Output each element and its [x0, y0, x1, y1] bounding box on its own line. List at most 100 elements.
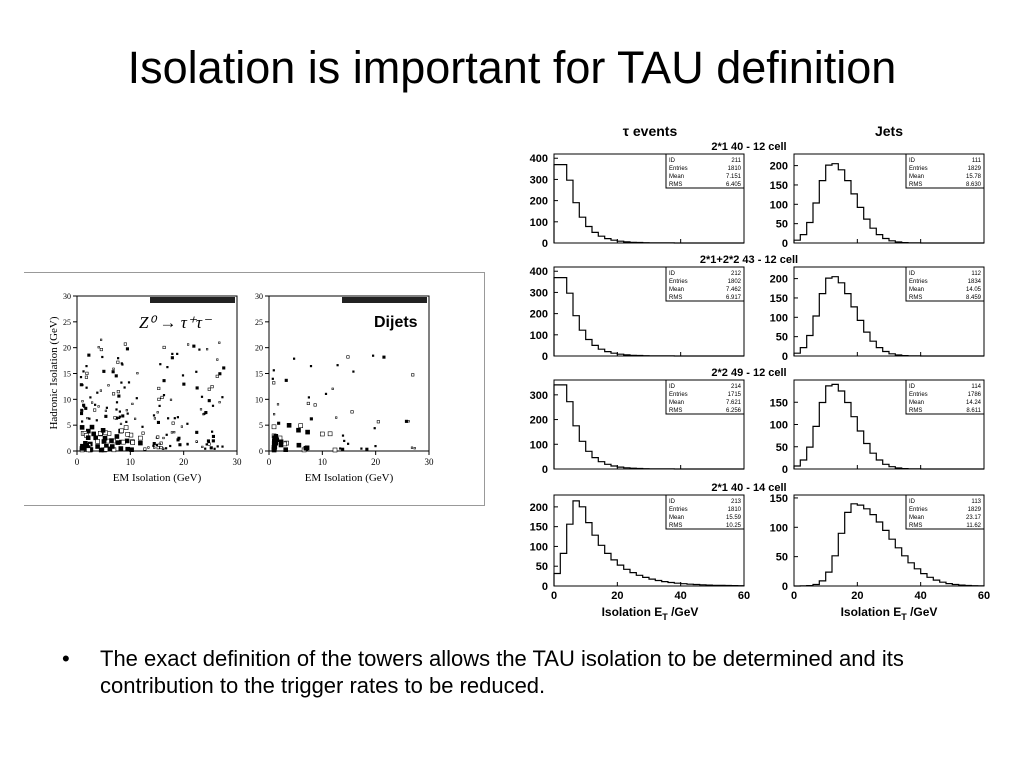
scatter-point [199, 408, 203, 411]
scatter-point [135, 397, 138, 400]
scatter-ytick-label: 15 [63, 370, 71, 379]
scatter-point [373, 427, 376, 430]
scatter-point [114, 434, 120, 439]
scatter-point [85, 386, 88, 389]
scatter-point [87, 353, 91, 357]
hist-stats-value: 111 [972, 158, 982, 164]
hist-row-title: 2*1+2*2 43 - 12 cell [700, 254, 798, 266]
hist-step-line [553, 277, 744, 357]
hist-stats-value: 8.630 [966, 182, 982, 188]
scatter-point [89, 396, 92, 399]
hist-xtick-label: 20 [851, 590, 863, 602]
scatter-point [96, 391, 99, 394]
scatter-point [343, 439, 346, 443]
hist-xlabel-tau: Isolation ET /GeV [602, 605, 699, 622]
histogram-jets: 0 50 100 150 ID 114 Entries 1786 Mean 14.24 RMS 8.6… [770, 379, 985, 476]
hist-stats-key: Mean [669, 174, 684, 180]
hist-stats-value: 7.621 [726, 400, 742, 406]
scatter-point [126, 412, 129, 415]
scatter-point [152, 442, 156, 446]
scatter-point [204, 447, 207, 450]
col-title-jets: Jets [875, 123, 903, 139]
hist-stats-value: 6.405 [726, 182, 742, 188]
scatter-point [171, 352, 174, 355]
scatter-points-ztautau [79, 338, 226, 453]
scatter-point [159, 446, 163, 450]
hist-ytick-label: 400 [530, 153, 548, 165]
scatter-point [319, 431, 325, 437]
scatter-point [94, 403, 97, 406]
scatter-point [93, 408, 97, 412]
hist-stats-key: ID [669, 499, 676, 505]
histogram-tau: 0 100 200 300 400 ID 212 Entries 1802 Mean 7.462 RM… [530, 266, 745, 363]
hist-stats-frame [905, 153, 985, 189]
histogram-figure-svg: τ events Jets 2*1 40 - 12 cell0100200300… [530, 123, 990, 622]
hist-ytick-label: 100 [770, 312, 788, 324]
scatter-point [104, 409, 107, 412]
hist-stats-frame [665, 379, 745, 415]
hist-stats-value: 15.59 [726, 515, 742, 521]
scatter-point [99, 348, 103, 352]
scatter-point [211, 434, 215, 438]
scatter-point [82, 370, 85, 373]
scatter-point [136, 372, 139, 375]
scatter-point [156, 411, 159, 414]
scatter-point [413, 447, 416, 450]
hist-stats-key: RMS [909, 295, 922, 301]
scatter-point [198, 348, 201, 351]
hist-stats-key: RMS [669, 182, 682, 188]
hist-stats-box: ID 212 Entries 1802 Mean 7.462 RMS 6.917 [665, 266, 745, 302]
hist-xtick-label: 60 [738, 590, 750, 602]
hist-stats-key: RMS [909, 182, 922, 188]
scatter-point [125, 420, 128, 424]
scatter-point [211, 404, 215, 407]
scatter-point [158, 442, 161, 446]
scatter-point [118, 410, 121, 413]
scatter-point [173, 417, 176, 420]
scatter-point [121, 439, 126, 445]
scatter-point [170, 356, 174, 360]
scatter-ytick-label: 5 [259, 421, 263, 430]
scatter-point [195, 430, 199, 434]
scatter-xtick-label: 0 [267, 457, 272, 467]
scatter-point [124, 438, 130, 444]
hist-ytick-label: 0 [542, 581, 548, 593]
scatter-point [374, 445, 377, 448]
hist-stats-value: 112 [971, 271, 981, 277]
hist-ytick-label: 200 [770, 274, 788, 286]
histogram-jets: 0 50 100 150 200 ID 111 Entries 1829 Mean 15.78 RMS… [770, 153, 985, 250]
scatter-ytick-label: 20 [63, 344, 71, 353]
hist-ytick-label: 50 [776, 332, 788, 344]
scatter-panel-ztautau: 0 10 20 30 0 5 10 15 20 25 30 Z⁰ → τ⁺τ⁻ EM Isolati… [48, 292, 242, 484]
hist-stats-value: 23.17 [966, 515, 982, 521]
scatter-point [86, 417, 89, 420]
scatter-point [271, 377, 274, 380]
hist-stats-box: ID 113 Entries 1829 Mean 23.17 RMS 11.62 [905, 494, 985, 530]
hist-row: 2*1+2*2 43 - 12 cell 0 100 200 300 400 ID 212 En… [530, 254, 985, 363]
hist-ytick-label: 0 [782, 351, 788, 363]
hist-ytick-label: 0 [782, 238, 788, 250]
scatter-point [306, 401, 310, 405]
histogram-jets: 0 50 100 150 200 ID 112 Entries 1834 Mean 14.05 RMS… [770, 266, 985, 363]
scatter-point [171, 421, 175, 425]
scatter-point [119, 422, 123, 426]
scatter-point [162, 436, 165, 440]
hist-frame [793, 153, 985, 244]
scatter-point [332, 447, 338, 453]
hist-stats-key: Entries [669, 279, 688, 285]
scatter-point [95, 419, 98, 422]
hist-stats-value: 8.611 [966, 408, 981, 414]
scatter-point [207, 442, 211, 446]
scatter-point [210, 385, 214, 389]
scatter-point [156, 420, 160, 424]
scatter-point [213, 447, 216, 450]
scatter-ytick-label: 30 [255, 292, 263, 301]
scatter-point [99, 389, 102, 392]
hist-ytick-label: 0 [542, 464, 548, 476]
hist-frame [553, 494, 745, 587]
scatter-point [360, 447, 363, 450]
scatter-point [109, 438, 114, 443]
scatter-point [166, 366, 169, 369]
scatter-point [157, 386, 161, 390]
scatter-point [187, 343, 190, 346]
